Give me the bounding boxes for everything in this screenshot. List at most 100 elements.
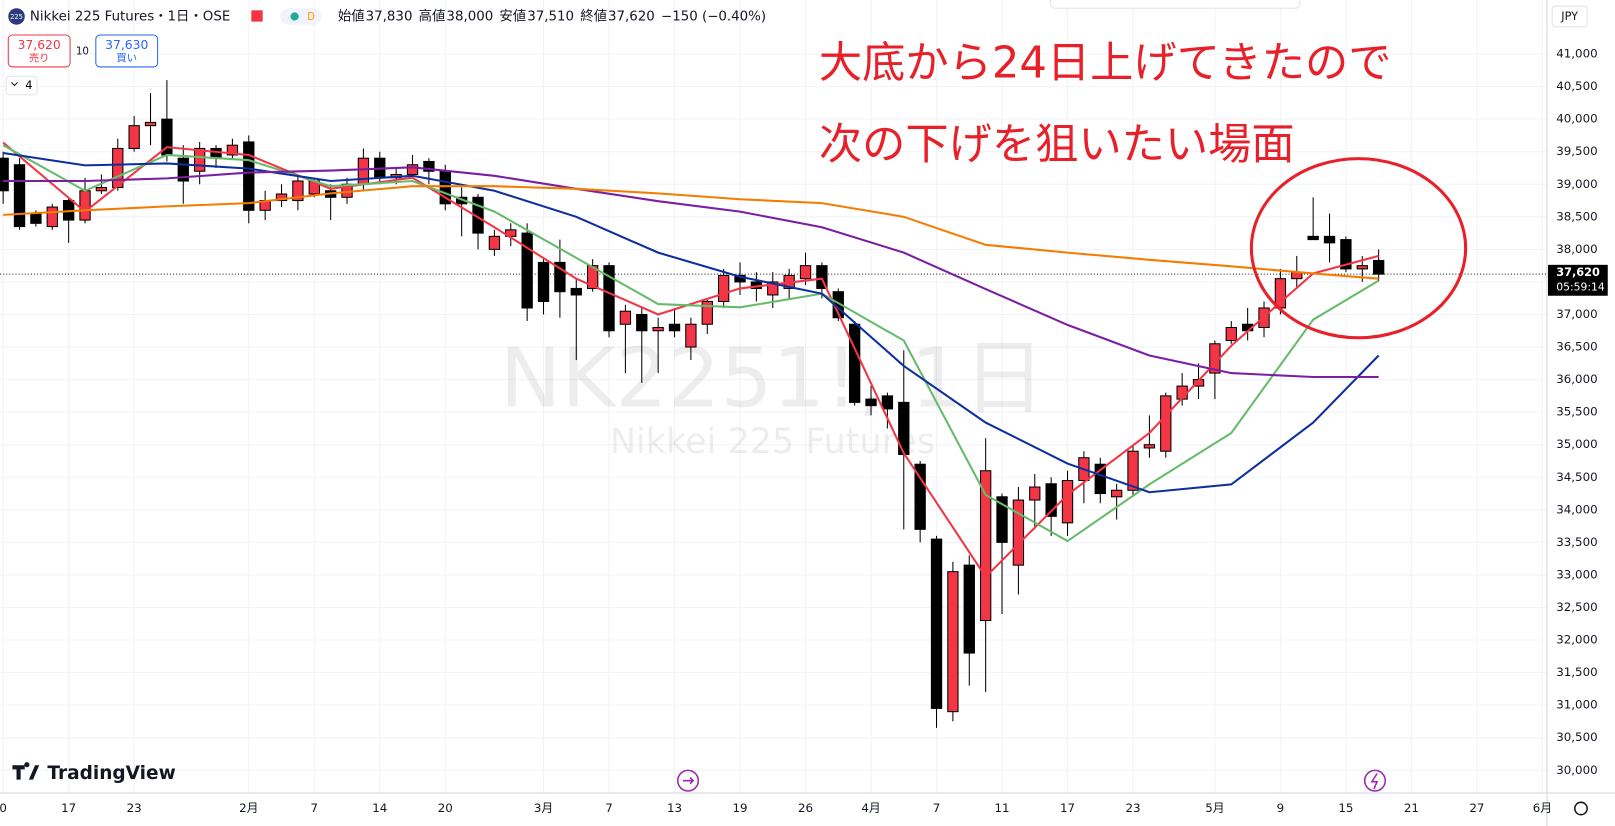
candle-body [717, 274, 730, 302]
candle-body [112, 147, 124, 189]
candle-body [30, 213, 42, 224]
moving-average [2, 151, 1380, 494]
ohlc-change: −150 (−0.40%) [661, 9, 766, 24]
x-tick-label: 13 [667, 801, 682, 815]
candle-body [963, 564, 975, 654]
y-tick-label: 34,000 [1556, 502, 1597, 516]
candle-body [930, 538, 943, 709]
y-tick-label: 31,500 [1556, 665, 1597, 679]
y-tick-label: 31,000 [1556, 698, 1597, 712]
candle-body [1372, 259, 1385, 275]
event-bolt [1370, 773, 1379, 790]
currency-box[interactable] [1551, 5, 1588, 28]
y-tick-label: 37,000 [1556, 307, 1597, 321]
buy-button[interactable] [95, 34, 159, 68]
logo-icon [12, 762, 40, 780]
y-tick-label: 40,500 [1556, 79, 1597, 93]
sell-price: 37,620 [18, 38, 61, 52]
candle-body [570, 287, 582, 296]
price-tag [1548, 264, 1608, 296]
candle-body [423, 160, 435, 172]
candle-body [406, 164, 419, 176]
candle-body [816, 265, 828, 289]
popup [1050, 0, 1301, 9]
candle-body [357, 157, 370, 185]
x-tick-label: 20 [438, 801, 453, 815]
ohlc-value: 37,830 [366, 9, 413, 24]
x-tick-label: 21 [1404, 801, 1419, 815]
candle-body [521, 232, 533, 309]
event-arrow [682, 777, 695, 785]
candle-body [226, 144, 239, 156]
x-tick-label: 3月 [534, 801, 553, 815]
x-tick-label: 2月 [239, 801, 258, 815]
ohlc-label: 始値 [338, 8, 365, 24]
highlight-ellipse [1249, 157, 1468, 340]
candle-body [79, 190, 91, 221]
candle-body [914, 463, 926, 530]
x-tick-label: 17 [1060, 801, 1075, 815]
y-tick-label: 39,000 [1556, 177, 1597, 191]
candle-body [1225, 326, 1237, 342]
chevron [11, 82, 18, 87]
x-tick-label: 7 [311, 801, 319, 815]
candle-body [685, 323, 697, 348]
x-tick-label: 11 [994, 801, 1009, 815]
x-tick-label: 9 [1277, 801, 1285, 815]
ohlc-label: 終値 [580, 8, 607, 24]
status-d: D [307, 11, 315, 23]
y-tick-label: 30,000 [1556, 763, 1597, 777]
flag [251, 10, 263, 22]
candle-body [95, 187, 108, 192]
candle-body [243, 141, 255, 211]
candle-body [767, 281, 779, 296]
buy-price: 37,630 [105, 38, 148, 52]
candle-body [1160, 395, 1172, 452]
candle-body [1045, 483, 1057, 517]
candle-body [652, 326, 664, 332]
event-icon[interactable] [1363, 769, 1387, 792]
watermark: NK2251!, 1日 [500, 332, 1045, 427]
x-tick-label: 26 [798, 801, 813, 815]
moving-average [3, 185, 1379, 280]
annotation: 大底から24日上げてきたので [819, 38, 1392, 88]
y-tick-label: 39,500 [1556, 144, 1597, 158]
ohlc-label: 高値 [419, 7, 446, 24]
x-tick-label: 4月 [861, 801, 880, 815]
ohlc-label: 安値 [499, 8, 526, 24]
candle-body [210, 147, 222, 159]
y-tick-label: 41,000 [1556, 47, 1597, 61]
candle-body [144, 121, 157, 127]
candle-body [636, 313, 648, 332]
candle-body [292, 180, 304, 202]
candle-body [1029, 486, 1041, 501]
x-tick-label: 5月 [1205, 801, 1224, 815]
candle-body [537, 261, 550, 302]
moving-average [2, 144, 1380, 543]
candle-body [701, 300, 713, 325]
x-tick-label: 6月 [1533, 801, 1552, 815]
candle-body [1012, 499, 1025, 566]
candle-body [0, 157, 9, 192]
y-tick-label: 33,000 [1556, 567, 1597, 581]
ohlc-value: 38,000 [446, 9, 493, 24]
candle-body [46, 206, 58, 228]
settings-icon[interactable] [1574, 801, 1588, 816]
candle-body [603, 265, 615, 332]
currency: JPY [1560, 9, 1578, 23]
candle-body [619, 310, 632, 325]
candle-body [1307, 235, 1319, 241]
y-tick-label: 35,500 [1556, 405, 1597, 419]
sell-button[interactable] [7, 34, 71, 68]
grid [0, 0, 1547, 794]
candle-body [177, 157, 189, 182]
candle-body [848, 323, 861, 403]
candle-body [1323, 235, 1336, 244]
y-tick-label: 38,000 [1556, 242, 1597, 256]
x-tick-label: 0 [0, 801, 7, 815]
plot [0, 80, 1547, 728]
y-tick-label: 32,000 [1556, 633, 1597, 647]
indicator-toggle[interactable] [5, 75, 38, 96]
moving-average [2, 141, 1379, 579]
